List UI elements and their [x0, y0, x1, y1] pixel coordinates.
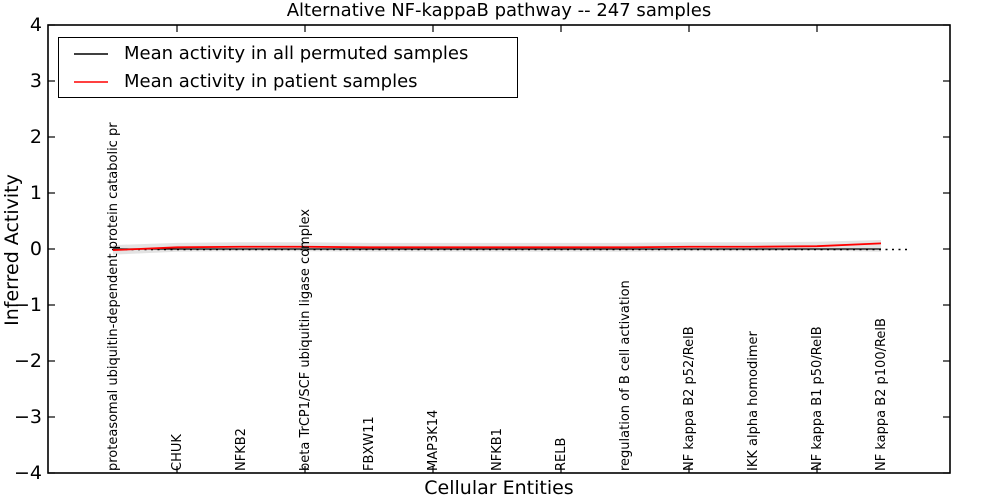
- y-tick-label: −2: [13, 350, 42, 372]
- y-tick-label: 2: [29, 126, 42, 148]
- legend-label-patient: Mean activity in patient samples: [124, 70, 418, 92]
- entity-label: NF kappa B1 p50/RelB: [810, 326, 825, 471]
- legend: Mean activity in all permuted samples Me…: [58, 37, 518, 98]
- patient-mean-line: [112, 242, 882, 252]
- entity-label: beta TrCP1/SCF ubiquitin ligase complex: [298, 208, 313, 471]
- patient-line-sample-icon: [74, 80, 108, 83]
- entity-label: NFKB2: [234, 428, 249, 471]
- y-tick-label: 1: [29, 182, 42, 204]
- entity-label: regulation of B cell activation: [618, 280, 633, 471]
- y-tick-label: −4: [13, 462, 42, 484]
- permuted-line-sample-icon: [74, 52, 108, 55]
- entity-label: RELB: [554, 437, 569, 471]
- chart-title: Alternative NF-kappaB pathway -- 247 sam…: [286, 0, 712, 21]
- x-axis-label: Cellular Entities: [424, 477, 574, 499]
- entity-label: NFKB1: [490, 428, 505, 471]
- y-tick-label: 4: [29, 14, 42, 36]
- legend-label-permuted: Mean activity in all permuted samples: [124, 42, 469, 64]
- y-tick-label: 3: [29, 70, 42, 92]
- y-tick-label: 0: [29, 238, 42, 260]
- entity-label: NF kappa B2 p52/RelB: [682, 326, 697, 471]
- legend-item-patient: Mean activity in patient samples: [59, 68, 517, 96]
- entity-label: MAP3K14: [426, 409, 441, 471]
- y-tick-label: −3: [13, 406, 42, 428]
- entity-label: CHUK: [170, 434, 185, 471]
- entity-label: proteasomal ubiquitin-dependent protein …: [106, 122, 121, 471]
- entity-label: NF kappa B2 p100/RelB: [874, 318, 889, 471]
- entity-label: IKK alpha homodimer: [746, 331, 761, 471]
- entity-label: FBXW11: [362, 416, 377, 471]
- y-tick-label: −1: [13, 294, 42, 316]
- legend-item-permuted: Mean activity in all permuted samples: [59, 40, 517, 68]
